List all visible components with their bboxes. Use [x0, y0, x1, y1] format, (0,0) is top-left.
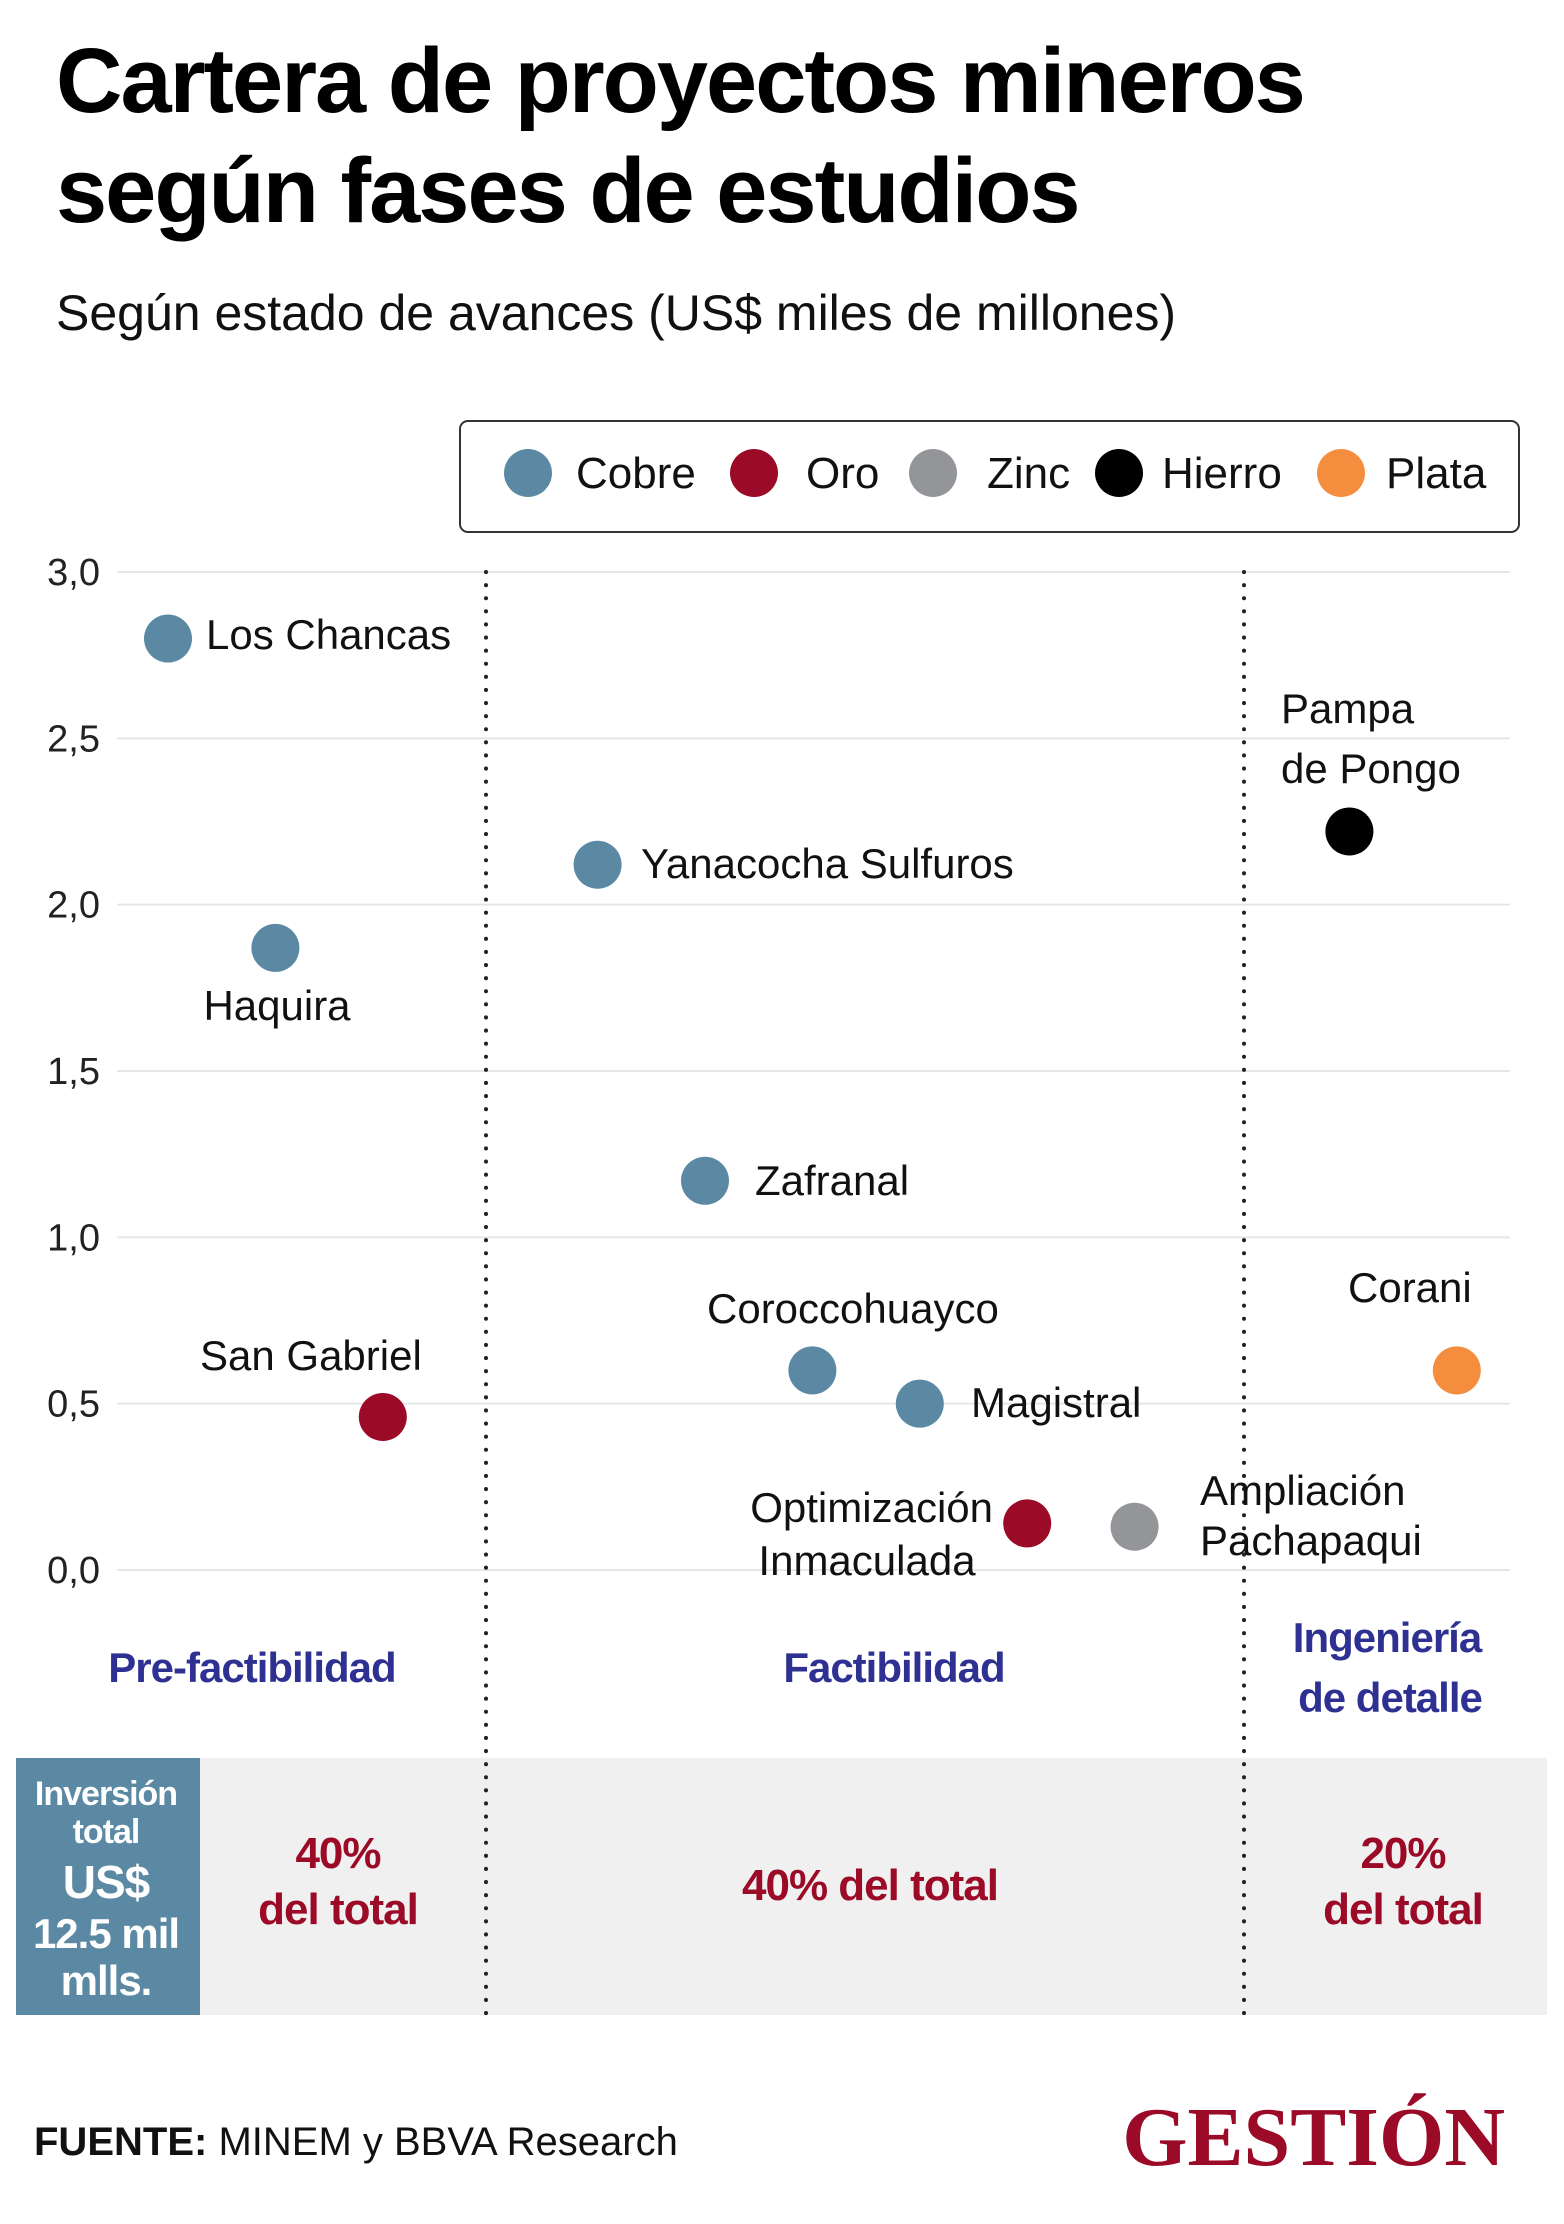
source: FUENTE: MINEM y BBVA Research [34, 2120, 678, 2164]
data-point [788, 1346, 837, 1395]
data-point-group: San Gabriel [200, 1332, 422, 1441]
total-line-4: 12.5 mil [33, 1910, 179, 1957]
y-tick-label: 0,5 [47, 1384, 100, 1426]
data-point [681, 1156, 729, 1205]
data-label: Zafranal [755, 1157, 909, 1204]
data-point-group: Los Chancas [144, 611, 451, 663]
y-tick-label: 2,5 [47, 718, 100, 760]
data-point [1003, 1499, 1052, 1548]
total-line-1: Inversión [35, 1775, 177, 1813]
legend-swatch-plata [1317, 449, 1365, 497]
legend: Cobre Oro Zinc Hierro Plata [459, 420, 1520, 533]
total-line-5: mlls. [61, 1957, 152, 2004]
share-prefactibilidad-1: 40% [295, 1829, 380, 1878]
data-label: Los Chancas [206, 611, 451, 658]
y-tick-label: 1,5 [47, 1051, 100, 1093]
gridlines [117, 571, 1510, 1571]
y-tick-label: 2,0 [47, 885, 100, 927]
legend-label-cobre: Cobre [576, 449, 696, 498]
source-label: FUENTE: [34, 2120, 207, 2164]
share-ingenieria-2: del total [1323, 1885, 1483, 1934]
gestion-logo: GESTIÓN [1122, 2091, 1505, 2184]
share-factibilidad: 40% del total [742, 1861, 998, 1910]
data-point-group: Magistral [895, 1379, 1141, 1428]
y-tick-label: 1,0 [47, 1217, 100, 1259]
legend-swatch-oro [730, 449, 778, 497]
data-point [144, 614, 192, 663]
subtitle: Según estado de avances (US$ miles de mi… [56, 285, 1176, 341]
data-point [895, 1379, 944, 1428]
title-line-1: Cartera de proyectos mineros [56, 30, 1304, 132]
data-label: Yanacocha Sulfuros [641, 840, 1014, 887]
data-label: de Pongo [1281, 745, 1461, 792]
data-point-group: Zafranal [681, 1156, 909, 1205]
total-line-3: US$ [63, 1856, 150, 1908]
legend-label-plata: Plata [1386, 449, 1487, 498]
phase-label-ingenieria-1: Ingeniería [1293, 1614, 1483, 1661]
data-label: Inmaculada [758, 1537, 976, 1584]
y-tick-label: 3,0 [47, 552, 100, 594]
data-point [358, 1392, 407, 1441]
legend-label-zinc: Zinc [987, 449, 1070, 498]
data-point [1325, 807, 1374, 856]
data-point-group: Haquira [203, 923, 351, 1029]
phase-label-factibilidad: Factibilidad [783, 1644, 1004, 1691]
y-axis-ticks: 0,0 0,5 1,0 1,5 2,0 2,5 3,0 [47, 552, 100, 1592]
legend-swatch-hierro [1095, 449, 1143, 497]
data-point-group: Optimización Inmaculada [750, 1484, 1052, 1584]
phase-label-prefactibilidad: Pre-factibilidad [108, 1644, 395, 1691]
legend-box [459, 420, 1520, 533]
phase-label-ingenieria-2: de detalle [1298, 1674, 1482, 1721]
data-point [1110, 1502, 1159, 1551]
legend-label-hierro: Hierro [1162, 449, 1282, 498]
data-label: San Gabriel [200, 1332, 422, 1379]
title-line-2: según fases de estudios [56, 140, 1079, 242]
data-point-group: Yanacocha Sulfuros [573, 840, 1014, 889]
data-label: Pachapaqui [1200, 1517, 1422, 1564]
data-label: Magistral [971, 1379, 1141, 1426]
data-point-group: Coroccohuayco [707, 1285, 999, 1395]
total-line-2: total [73, 1813, 140, 1851]
y-tick-label: 0,0 [47, 1550, 100, 1592]
total-investment-box [16, 1758, 200, 2015]
data-label: Pampa [1281, 685, 1415, 732]
data-point [1432, 1346, 1481, 1395]
legend-swatch-cobre [504, 449, 552, 497]
share-prefactibilidad-2: del total [258, 1885, 418, 1934]
data-point-group: Pampa de Pongo [1281, 685, 1461, 856]
share-ingenieria-1: 20% [1360, 1829, 1445, 1878]
data-label: Corani [1348, 1264, 1472, 1311]
legend-swatch-zinc [909, 449, 957, 497]
data-label: Optimización [750, 1484, 993, 1531]
data-label: Coroccohuayco [707, 1285, 999, 1332]
legend-label-oro: Oro [806, 449, 879, 498]
source-text: MINEM y BBVA Research [207, 2120, 678, 2164]
scatter-points: Los Chancas Haquira San Gabriel Yanacocha S… [144, 611, 1481, 1584]
data-label: Ampliación [1200, 1467, 1405, 1514]
data-point [251, 923, 300, 972]
share-band [16, 1758, 1547, 2015]
data-point [573, 840, 622, 889]
data-point-group: Corani [1348, 1264, 1481, 1395]
data-label: Haquira [203, 982, 351, 1029]
